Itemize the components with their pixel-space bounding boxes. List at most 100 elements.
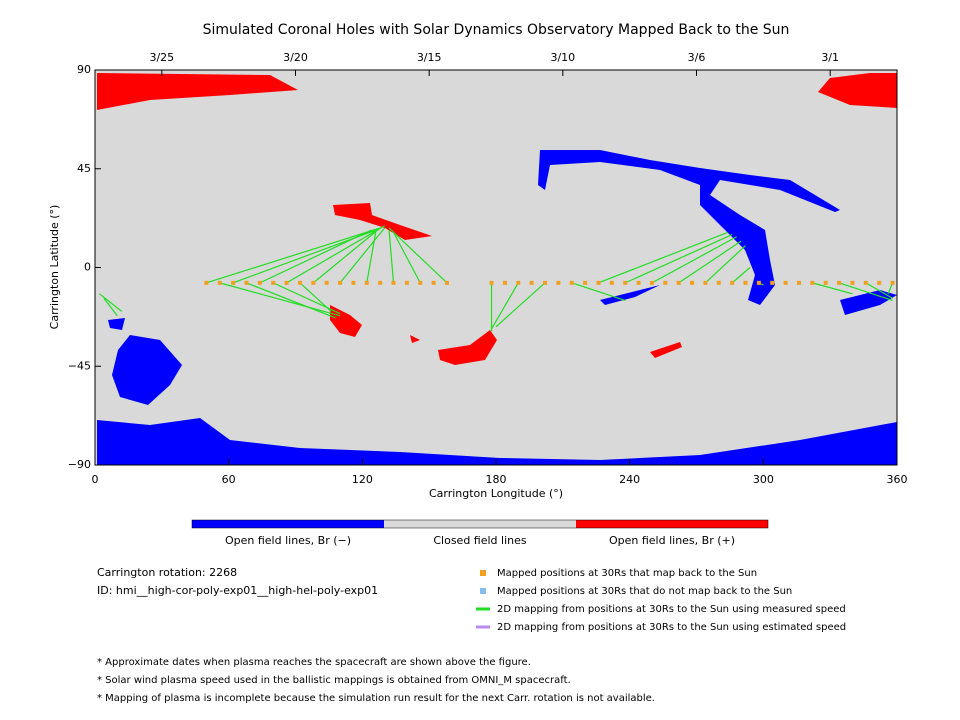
hole-negative <box>108 318 125 330</box>
mapped-point <box>338 280 343 285</box>
mapped-point <box>823 280 828 285</box>
mapped-point <box>444 280 449 285</box>
colorbar-label: Closed field lines <box>433 534 527 547</box>
mapping-line <box>312 227 381 284</box>
legend-marker <box>480 570 486 576</box>
mapping-line <box>731 267 751 284</box>
mapped-point <box>810 280 815 285</box>
colorbar-label: Open field lines, Br (−) <box>225 534 351 547</box>
hole-negative <box>97 418 897 465</box>
hole-positive <box>818 73 897 108</box>
mapping-line <box>812 282 853 295</box>
hole-positive <box>97 73 298 110</box>
mapping-line <box>571 282 626 301</box>
chart-title: Simulated Coronal Holes with Solar Dynam… <box>203 22 790 38</box>
mapped-point <box>391 280 396 285</box>
top-tick-label: 3/1 <box>821 51 839 64</box>
hole-negative <box>538 150 840 305</box>
top-tick-label: 3/6 <box>688 51 706 64</box>
mapped-point <box>623 280 628 285</box>
mapped-point <box>271 280 276 285</box>
mapping-line <box>246 282 336 319</box>
mapped-point <box>556 280 561 285</box>
hole-positive <box>438 330 497 365</box>
mapped-point <box>311 280 316 285</box>
hole-negative <box>840 290 897 315</box>
mapped-point <box>796 280 801 285</box>
mapped-point <box>244 280 249 285</box>
colorbar-label: Open field lines, Br (+) <box>609 534 735 547</box>
mapped-point <box>502 280 507 285</box>
mapped-point <box>703 280 708 285</box>
mapping-line <box>598 231 728 284</box>
mapped-point <box>364 280 369 285</box>
legend-label: Mapped positions at 30Rs that do not map… <box>497 586 792 597</box>
mapping-line <box>678 240 742 284</box>
legend-label: 2D mapping from positions at 30Rs to the… <box>497 604 846 615</box>
mapping-line <box>624 234 733 284</box>
colorbar-segment <box>192 520 384 528</box>
mapped-point <box>404 280 409 285</box>
mapped-point <box>516 280 521 285</box>
mapping-line <box>392 232 421 284</box>
mapped-point <box>783 280 788 285</box>
mapping-line <box>99 293 123 312</box>
mapped-point <box>324 280 329 285</box>
mapping-line <box>388 227 448 284</box>
mapped-point <box>636 280 641 285</box>
top-tick-label: 3/25 <box>149 51 174 64</box>
y-tick-label: 90 <box>77 63 91 76</box>
top-tick-label: 3/20 <box>283 51 308 64</box>
x-tick-label: 300 <box>753 473 774 486</box>
mapped-point <box>489 280 494 285</box>
mapped-point <box>837 280 842 285</box>
mapped-point <box>378 280 383 285</box>
mapping-line <box>366 232 377 283</box>
mapped-point <box>529 280 534 285</box>
mapped-point <box>257 280 262 285</box>
mapped-point <box>418 280 423 285</box>
y-tick-label: 45 <box>77 162 91 175</box>
hole-negative <box>600 285 660 305</box>
mapping-line <box>495 282 546 328</box>
legend-label: 2D mapping from positions at 30Rs to the… <box>497 622 846 633</box>
mapping-line <box>339 227 386 284</box>
mapped-point <box>890 280 895 285</box>
x-tick-label: 240 <box>619 473 640 486</box>
mapped-point <box>863 280 868 285</box>
legend-marker <box>480 588 486 594</box>
note: * Solar wind plasma speed used in the ba… <box>97 675 571 686</box>
mapping-line <box>259 229 372 284</box>
mapped-point <box>284 280 289 285</box>
colorbar-segment <box>384 520 576 528</box>
mapped-point <box>204 280 209 285</box>
hole-negative <box>112 335 182 405</box>
mapped-point <box>649 280 654 285</box>
mapping-line <box>651 236 737 284</box>
mapping-line <box>272 282 341 315</box>
mapped-point <box>756 280 761 285</box>
mapped-point <box>297 280 302 285</box>
plot-background <box>95 70 897 465</box>
mapping-line <box>219 282 341 317</box>
mapping-layer <box>99 225 895 332</box>
mapping-line <box>705 245 746 284</box>
mapped-point <box>569 280 574 285</box>
x-axis-title: Carrington Longitude (°) <box>429 487 563 500</box>
rotation: Carrington rotation: 2268 <box>97 566 237 579</box>
mapping-line <box>286 225 385 284</box>
mapped-point <box>743 280 748 285</box>
coronal-holes <box>97 73 897 465</box>
mapping-line <box>103 297 118 317</box>
run-id: ID: hmi__high-cor-poly-exp01__high-hel-p… <box>97 584 378 597</box>
mapped-point <box>850 280 855 285</box>
x-tick-label: 360 <box>887 473 908 486</box>
x-tick-label: 60 <box>222 473 236 486</box>
note: * Mapping of plasma is incomplete becaus… <box>97 693 655 704</box>
x-tick-label: 120 <box>352 473 373 486</box>
y-axis-title: Carrington Latitude (°) <box>48 205 61 330</box>
mapped-point <box>770 280 775 285</box>
y-tick-label: −45 <box>68 359 91 372</box>
hole-positive <box>650 342 682 358</box>
